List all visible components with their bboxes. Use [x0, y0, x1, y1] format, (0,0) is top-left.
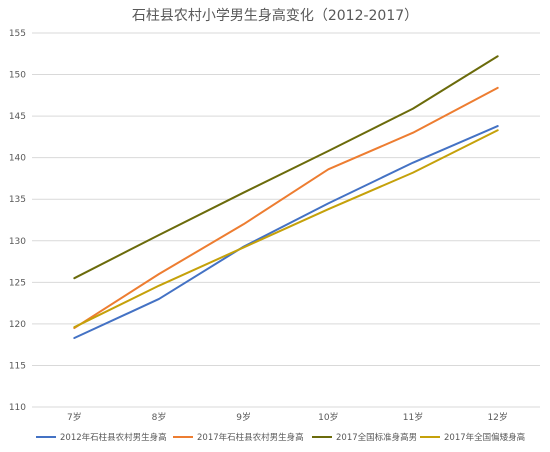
- x-tick-label: 11岁: [403, 411, 423, 423]
- legend-label: 2012年石柱县农村男生身高: [60, 432, 167, 443]
- x-axis-ticks: 7岁 8岁 9岁 10岁 11岁 12岁: [67, 411, 508, 423]
- y-tick-label: 130: [9, 237, 26, 247]
- y-tick-label: 150: [9, 71, 26, 81]
- x-tick-label: 9岁: [236, 411, 251, 423]
- series-line-4: [73, 129, 499, 329]
- legend: 2012年石柱县农村男生身高 2017年石柱县农村男生身高 2017全国标准身高男 2…: [36, 432, 525, 443]
- y-tick-label: 115: [9, 361, 26, 371]
- series-line-3: [73, 55, 499, 280]
- series-line-1: [73, 125, 499, 340]
- x-tick-label: 8岁: [152, 411, 167, 423]
- y-tick-label: 135: [9, 195, 26, 205]
- x-tick-label: 10岁: [318, 411, 338, 423]
- series-line-2: [73, 86, 499, 330]
- series-lines: [73, 55, 499, 340]
- legend-label: 2017年石柱县农村男生身高: [197, 432, 304, 443]
- y-tick-label: 155: [9, 29, 26, 39]
- legend-label: 2017全国标准身高男: [336, 432, 417, 443]
- y-tick-label: 120: [9, 320, 26, 330]
- chart-title: 石柱县农村小学男生身高变化（2012-2017）: [132, 7, 418, 24]
- y-tick-label: 140: [9, 154, 26, 164]
- x-tick-label: 12岁: [487, 411, 507, 423]
- x-tick-label: 7岁: [67, 411, 82, 423]
- gridlines: [32, 32, 540, 408]
- legend-label: 2017年全国偏矮身高: [444, 432, 525, 443]
- y-tick-label: 110: [9, 403, 26, 413]
- y-tick-label: 145: [9, 112, 26, 122]
- y-axis-ticks: 110 115 120 125 130 135 140 145 150 155: [9, 29, 26, 413]
- y-tick-label: 125: [9, 278, 26, 288]
